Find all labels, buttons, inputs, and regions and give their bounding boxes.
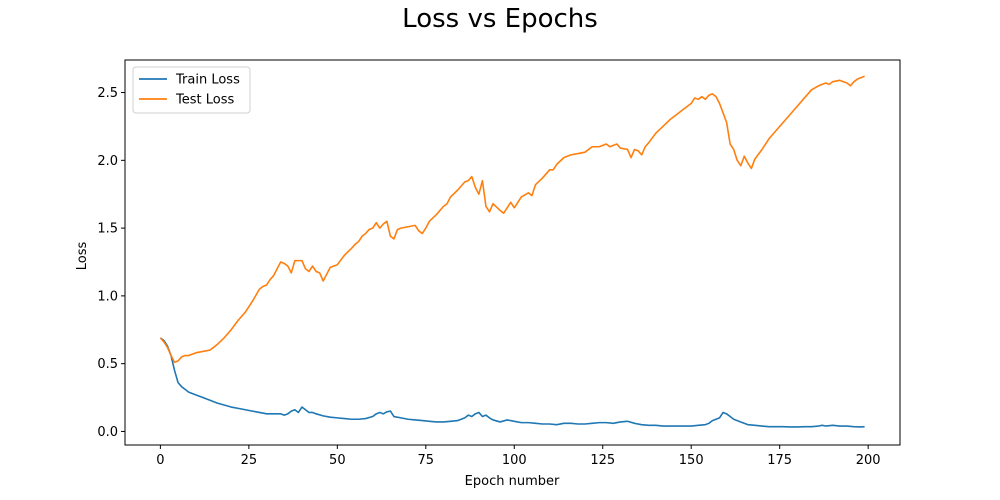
y-axis-label: Loss [75, 242, 90, 271]
series-line-train-loss [159, 337, 865, 428]
x-tick-label: 175 [767, 453, 792, 468]
legend-label: Train Loss [175, 73, 240, 88]
y-tick-label: 1.0 [97, 289, 118, 304]
legend: Train Loss Test Loss [132, 66, 251, 114]
plot-area [159, 75, 865, 428]
y-axis-ticks: 0.0 0.5 1.0 1.5 2.0 2.5 [97, 86, 125, 440]
x-tick-label: 25 [241, 453, 258, 468]
y-tick-label: 2.0 [97, 154, 118, 169]
x-tick-label: 100 [502, 453, 527, 468]
x-axis-label: Epoch number [465, 474, 560, 489]
y-tick-label: 0.5 [97, 357, 118, 372]
x-tick-label: 150 [679, 453, 704, 468]
y-tick-label: 0.0 [97, 425, 118, 440]
series-line-test-loss [159, 75, 865, 364]
x-axis-ticks: 0 25 50 75 100 125 150 175 200 [156, 445, 881, 468]
y-tick-label: 2.5 [97, 86, 118, 101]
legend-label: Test Loss [175, 93, 234, 108]
x-tick-label: 75 [418, 453, 435, 468]
x-tick-label: 200 [856, 453, 881, 468]
y-tick-label: 1.5 [97, 222, 118, 237]
x-tick-label: 125 [590, 453, 615, 468]
chart-title: Loss vs Epochs [402, 4, 598, 34]
x-tick-label: 50 [329, 453, 346, 468]
plot-frame [124, 59, 901, 446]
x-tick-label: 0 [156, 453, 164, 468]
